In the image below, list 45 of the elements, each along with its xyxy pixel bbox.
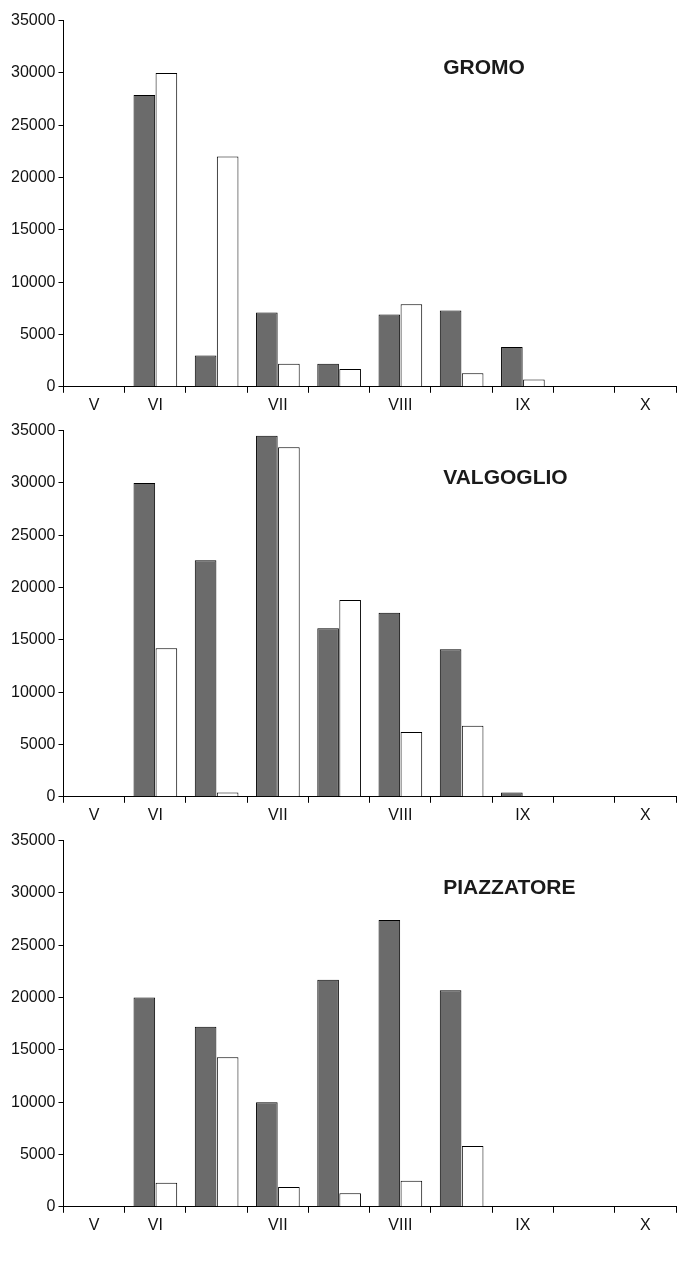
y-tick-label: 30000 xyxy=(10,473,56,491)
x-tick-label: VII xyxy=(268,1215,288,1233)
y-tick-label: 35000 xyxy=(10,421,56,439)
y-tick-label: 5000 xyxy=(19,734,56,752)
x-tick-label: X xyxy=(640,805,652,823)
x-tick-label: X xyxy=(640,395,652,413)
y-tick-label: 20000 xyxy=(10,167,56,185)
x-tick-label: IX xyxy=(515,395,531,413)
y-tick-label: 20000 xyxy=(10,987,56,1005)
y-tick-label: 10000 xyxy=(10,682,56,700)
y-tick-label: 15000 xyxy=(10,630,56,648)
x-tick-label: VII xyxy=(268,395,288,413)
x-tick-label: VIII xyxy=(388,395,413,413)
y-tick-label: 10000 xyxy=(10,1092,56,1110)
x-tick-label: VIII xyxy=(388,805,413,823)
text: GROMO xyxy=(443,55,525,78)
x-tick-label: IX xyxy=(515,1215,531,1233)
x-tick-label: VIII xyxy=(388,1215,413,1233)
y-tick-label: 25000 xyxy=(10,525,56,543)
y-tick-label: 25000 xyxy=(10,935,56,953)
y-tick-label: 5000 xyxy=(19,1144,56,1162)
y-tick-label: 30000 xyxy=(10,883,56,901)
y-tick-label: 35000 xyxy=(10,831,56,849)
x-tick-label: IX xyxy=(515,805,531,823)
text: PIAZZATORE xyxy=(443,875,576,898)
y-tick-label: 0 xyxy=(46,787,56,805)
y-tick-label: 0 xyxy=(46,1197,56,1215)
x-tick-label: V xyxy=(88,395,100,413)
x-tick-label: X xyxy=(640,1215,652,1233)
y-tick-label: 0 xyxy=(46,377,56,395)
y-tick-label: 25000 xyxy=(10,115,56,133)
x-tick-label: V xyxy=(88,805,100,823)
y-tick-label: 35000 xyxy=(10,11,56,29)
y-tick-label: 5000 xyxy=(19,324,56,342)
x-tick-label: V xyxy=(88,1215,100,1233)
y-tick-label: 15000 xyxy=(10,1040,56,1058)
y-tick-label: 15000 xyxy=(10,220,56,238)
x-tick-label: VI xyxy=(147,805,163,823)
y-tick-label: 30000 xyxy=(10,63,56,81)
y-tick-label: 10000 xyxy=(10,272,56,290)
x-tick-label: VII xyxy=(268,805,288,823)
x-tick-label: VI xyxy=(147,395,163,413)
text: VALGOGLIO xyxy=(443,465,568,488)
x-tick-label: VI xyxy=(147,1215,163,1233)
y-tick-label: 20000 xyxy=(10,577,56,595)
